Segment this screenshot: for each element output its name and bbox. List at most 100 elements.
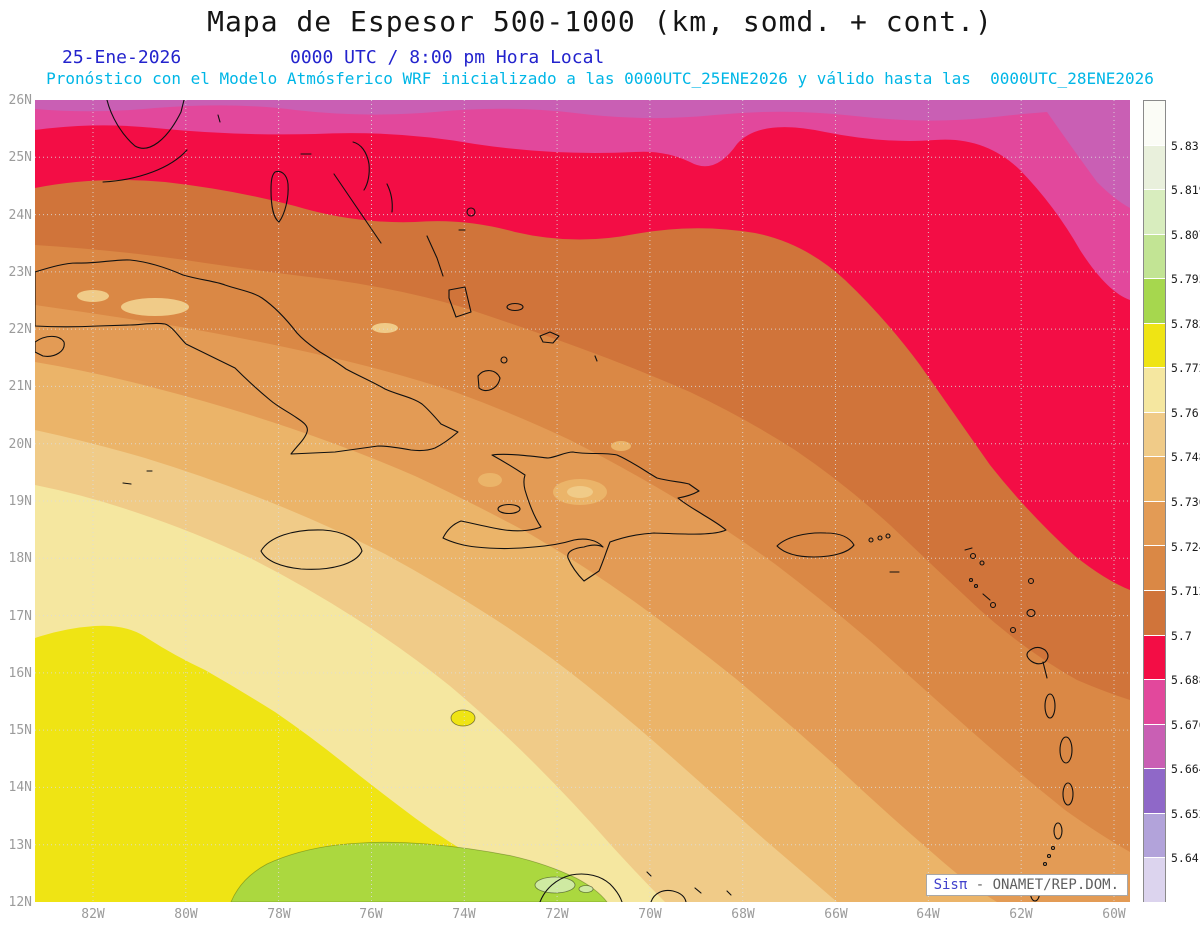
- colorbar-label: 5.831: [1171, 139, 1200, 153]
- colorbar-cell: [1144, 769, 1165, 814]
- colorbar-label: 5.664: [1171, 762, 1200, 776]
- cuba-coastline: [35, 259, 459, 455]
- page-title: Mapa de Espesor 500-1000 (km, somd. + co…: [207, 5, 993, 38]
- colorbar-cell: [1144, 724, 1165, 770]
- spot-tan-hispaniola: [567, 486, 593, 498]
- lon-label: 60W: [1102, 907, 1126, 922]
- lon-label: 80W: [174, 907, 198, 922]
- band-purple-pink-top: [35, 100, 1130, 208]
- st-barth-island: [979, 560, 985, 566]
- cat-island: [386, 183, 393, 213]
- colorbar-label: 5.688: [1171, 673, 1200, 687]
- lon-label: 74W: [452, 907, 476, 922]
- st-vincent-island: [1053, 822, 1063, 840]
- lon-label: 70W: [638, 907, 662, 922]
- colorbar-label: 5.64: [1171, 851, 1199, 865]
- lat-label: 26N: [8, 93, 32, 108]
- lat-label: 21N: [8, 379, 32, 394]
- little-inagua-island: [500, 356, 508, 364]
- puerto-rico-coastline: [776, 532, 855, 558]
- crooked-acklins-islands: [448, 286, 472, 318]
- spot-green-light-inner-2: [578, 885, 594, 893]
- spot-yellow-closed-contour: [450, 709, 476, 727]
- colorbar-cell: [1144, 457, 1165, 502]
- colorbar-label: 5.748: [1171, 450, 1200, 464]
- lon-label: 62W: [1009, 907, 1033, 922]
- st-john-island: [877, 535, 883, 541]
- great-inagua-island: [477, 370, 501, 392]
- lon-label: 72W: [545, 907, 569, 922]
- eleuthera-island: [352, 141, 370, 191]
- spot-tan-central-cuba: [372, 323, 398, 333]
- san-salvador-island: [466, 207, 476, 217]
- nevis-island: [989, 601, 997, 609]
- colorbar-label: 5.724: [1171, 540, 1200, 554]
- lat-label: 19N: [8, 494, 32, 509]
- colorbar-cell: [1144, 680, 1165, 725]
- st-martin-island: [969, 552, 977, 560]
- coastlines: [35, 100, 1074, 902]
- st-thomas-island: [868, 537, 874, 543]
- st-eustatius-island: [973, 583, 979, 589]
- grand-cayman-island: [122, 482, 132, 485]
- colorbar-cell: [1144, 368, 1165, 413]
- colorbar-label: 5.76: [1171, 406, 1199, 420]
- guajira-peninsula-coastline: [539, 873, 623, 902]
- thickness-contour-map: [35, 100, 1130, 902]
- spot-light-haiti: [478, 473, 502, 487]
- guadeloupe-island: [1026, 646, 1049, 665]
- colorbar-cell: [1144, 101, 1165, 146]
- colorbar-cell: [1144, 858, 1165, 903]
- colorbar-cell: [1144, 279, 1165, 324]
- map-time: 0000 UTC / 8:00 pm Hora Local: [290, 47, 605, 68]
- colorbar-label: 5.652: [1171, 807, 1200, 821]
- montserrat-island: [1009, 626, 1017, 634]
- colorbar-cell: [1144, 635, 1165, 681]
- paraguana-peninsula-coastline: [650, 889, 687, 902]
- florida-keys-coastline: [102, 149, 188, 183]
- exuma-chain: [333, 173, 382, 244]
- bimini-island: [217, 114, 221, 123]
- band-green-max: [230, 841, 608, 902]
- colorbar-cell: [1144, 412, 1165, 458]
- curacao-island: [694, 887, 702, 894]
- colorbar-cell: [1144, 813, 1165, 859]
- colorbar-label: 5.676: [1171, 718, 1200, 732]
- bonaire-island: [726, 890, 732, 896]
- lon-label: 82W: [81, 907, 105, 922]
- grenadines-2: [1046, 853, 1052, 859]
- lat-label: 12N: [8, 895, 32, 910]
- long-island-bahamas: [426, 235, 444, 277]
- colorbar-label: 5.783: [1171, 317, 1200, 331]
- aruba-island: [646, 871, 652, 877]
- graticule-grid: [35, 100, 1130, 902]
- lon-label: 78W: [267, 907, 291, 922]
- colorbar-cell: [1144, 546, 1165, 592]
- tortola-island: [885, 533, 891, 539]
- antigua-island: [1026, 608, 1036, 618]
- lon-label: 76W: [359, 907, 383, 922]
- jamaica-coastline: [260, 529, 363, 570]
- lat-label: 16N: [8, 666, 32, 681]
- colorbar-cell: [1144, 501, 1165, 547]
- spot-green-light-inner: [534, 876, 576, 894]
- lat-label: 22N: [8, 322, 32, 337]
- gonave-island: [497, 503, 521, 515]
- watermark-text: - ONAMET/REP.DOM.: [967, 877, 1119, 893]
- colorbar-label: 5.807: [1171, 228, 1200, 242]
- watermark: Sisπ - ONAMET/REP.DOM.: [925, 874, 1128, 896]
- lat-label: 13N: [8, 838, 32, 853]
- colorbar-cell: [1144, 190, 1165, 235]
- colorbar-label: 5.712: [1171, 584, 1200, 598]
- isla-juventud-coastline: [35, 335, 65, 357]
- colorbar-cell: [1144, 323, 1165, 369]
- lat-label: 18N: [8, 551, 32, 566]
- hispaniola-coastline: [442, 451, 727, 582]
- lon-label: 64W: [916, 907, 940, 922]
- lat-label: 20N: [8, 437, 32, 452]
- colorbar-cell: [1144, 145, 1165, 191]
- guadeloupe-east-wing: [1042, 661, 1048, 679]
- band-yellow: [35, 625, 583, 902]
- andros-island: [270, 170, 289, 223]
